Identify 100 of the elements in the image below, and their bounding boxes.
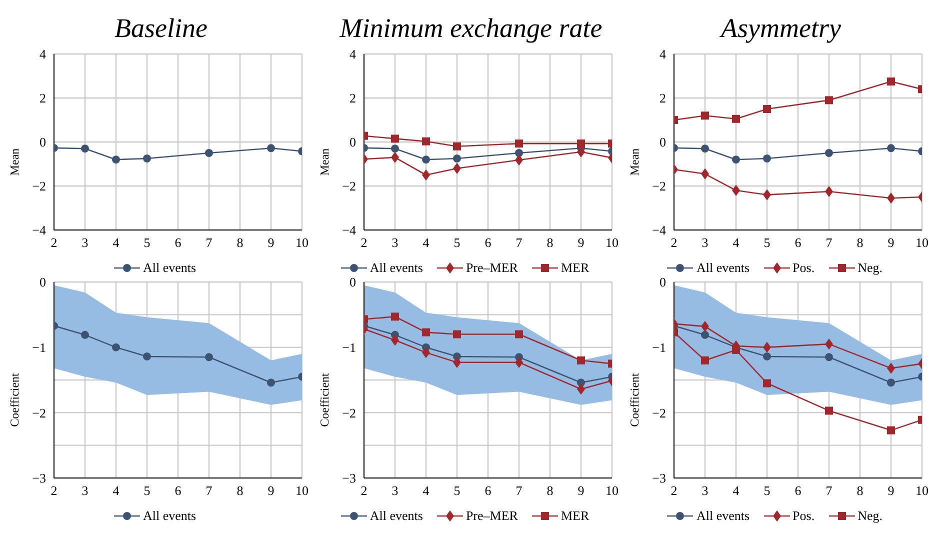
y-tick-label: 0 (40, 134, 46, 150)
legend-label: All events (370, 508, 423, 524)
point (453, 330, 461, 338)
x-tick-label: 5 (764, 483, 770, 498)
x-tick-label: 6 (794, 235, 802, 250)
y-tick-label: −1 (32, 340, 46, 355)
point (515, 330, 523, 338)
x-tick-label: 2 (360, 483, 368, 498)
x-tick-label: 4 (732, 483, 740, 498)
x-tick-label: 3 (702, 235, 708, 250)
x-tick-label: 6 (174, 235, 182, 250)
x-tick-label: 9 (268, 483, 274, 498)
x-tick-label: 4 (732, 235, 740, 250)
x-tick-label: 7 (206, 235, 213, 250)
y-tick-label: −4 (32, 222, 46, 238)
y-axis-title: Mean (627, 148, 642, 176)
y-tick-label: 4 (40, 46, 46, 62)
y-tick-label: −1 (652, 340, 666, 355)
y-tick-label: −3 (652, 470, 666, 486)
x-tick-label: 6 (794, 483, 802, 498)
point (887, 78, 895, 86)
legend-label: Neg. (858, 260, 883, 276)
x-tick-label: 2 (670, 235, 678, 250)
x-tick-label: 6 (174, 483, 182, 498)
x-tick-label: 3 (82, 235, 88, 250)
point (701, 112, 709, 120)
point (143, 154, 151, 162)
point (515, 140, 523, 148)
y-tick-label: 2 (40, 90, 46, 106)
point (577, 356, 585, 364)
y-tick-label: 0 (40, 274, 46, 290)
point (267, 378, 275, 387)
legend-label: Pos. (792, 508, 815, 524)
y-axis-title: Coefficient (7, 372, 22, 427)
legend-label: MER (560, 260, 590, 276)
point (577, 140, 585, 148)
point (112, 156, 120, 164)
y-tick-label: 0 (350, 134, 356, 150)
point (391, 312, 399, 321)
point (205, 353, 213, 362)
y-tick-label: −3 (32, 470, 46, 486)
x-tick-label: 9 (888, 235, 894, 250)
point (732, 346, 740, 354)
x-tick-label: 4 (112, 483, 120, 498)
point (515, 149, 523, 157)
point (825, 96, 833, 104)
legend-label: MER (560, 508, 590, 524)
point (763, 105, 771, 113)
point (763, 154, 771, 162)
x-tick-label: 9 (578, 235, 584, 250)
point (422, 328, 430, 336)
x-tick-label: 5 (454, 483, 460, 498)
point (205, 149, 213, 157)
x-tick-label: 9 (578, 483, 584, 498)
point (887, 378, 895, 387)
y-tick-label: −2 (652, 405, 666, 420)
point (701, 144, 709, 153)
x-tick-label: 4 (112, 235, 120, 250)
point (825, 406, 833, 415)
y-tick-label: 2 (350, 90, 356, 106)
x-tick-label: 7 (826, 235, 833, 250)
y-tick-label: 2 (660, 90, 666, 106)
x-tick-label: 3 (82, 483, 88, 498)
y-tick-label: 0 (660, 134, 666, 150)
y-tick-label: −1 (342, 340, 356, 355)
legend-label: All events (142, 260, 196, 276)
point (732, 114, 740, 123)
x-tick-label: 6 (484, 483, 492, 498)
x-tick-label: 5 (144, 483, 150, 498)
x-tick-label: 8 (236, 483, 244, 498)
point (887, 426, 895, 434)
point (81, 330, 89, 339)
x-tick-label: 10 (916, 483, 928, 498)
x-tick-label: 3 (392, 235, 398, 250)
x-tick-label: 6 (484, 235, 492, 250)
y-tick-label: 4 (660, 46, 666, 62)
x-tick-label: 7 (206, 483, 213, 498)
y-tick-label: 0 (660, 274, 666, 290)
x-tick-label: 9 (888, 483, 894, 498)
x-tick-label: 8 (856, 235, 864, 250)
chart-title: Asymmetry (718, 12, 842, 45)
x-tick-label: 2 (670, 483, 678, 498)
point (143, 352, 151, 360)
x-tick-label: 8 (856, 483, 864, 498)
x-tick-label: 10 (916, 235, 928, 250)
x-tick-label: 2 (50, 235, 58, 250)
y-axis-title: Coefficient (317, 372, 332, 427)
point (391, 144, 399, 153)
legend-label: Pos. (792, 260, 815, 276)
point (453, 142, 461, 150)
point (887, 144, 895, 152)
x-tick-label: 9 (268, 235, 274, 250)
y-tick-label: −2 (652, 178, 666, 194)
point (391, 134, 399, 143)
y-tick-label: −2 (342, 178, 356, 194)
x-tick-label: 2 (360, 235, 368, 250)
x-tick-label: 10 (296, 235, 308, 250)
chart-title: Minimum exchange rate (338, 12, 604, 45)
legend-label: All events (370, 260, 423, 276)
y-axis-title: Coefficient (627, 372, 642, 427)
